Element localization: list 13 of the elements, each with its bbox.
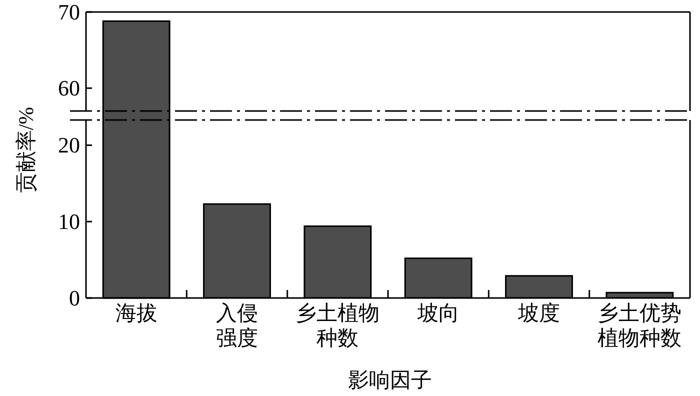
y-axis-title: 贡献率/% — [14, 106, 38, 194]
y-tick-label: 10 — [58, 209, 80, 234]
x-axis-title: 影响因子 — [348, 368, 432, 392]
x-tick-label: 坡向 — [416, 301, 460, 325]
x-tick-label: 乡土优势植物种数 — [598, 301, 682, 350]
y-tick-label: 60 — [58, 76, 80, 101]
x-tick-label: 乡土植物种数 — [296, 301, 380, 350]
y-tick-label: 20 — [58, 132, 80, 158]
x-tick-label: 坡度 — [517, 301, 560, 325]
x-tick-label: 入侵强度 — [216, 301, 258, 350]
x-tick-label: 海拔 — [115, 301, 158, 325]
y-tick-label: 70 — [58, 0, 80, 24]
y-tick-label: 0 — [69, 286, 80, 310]
